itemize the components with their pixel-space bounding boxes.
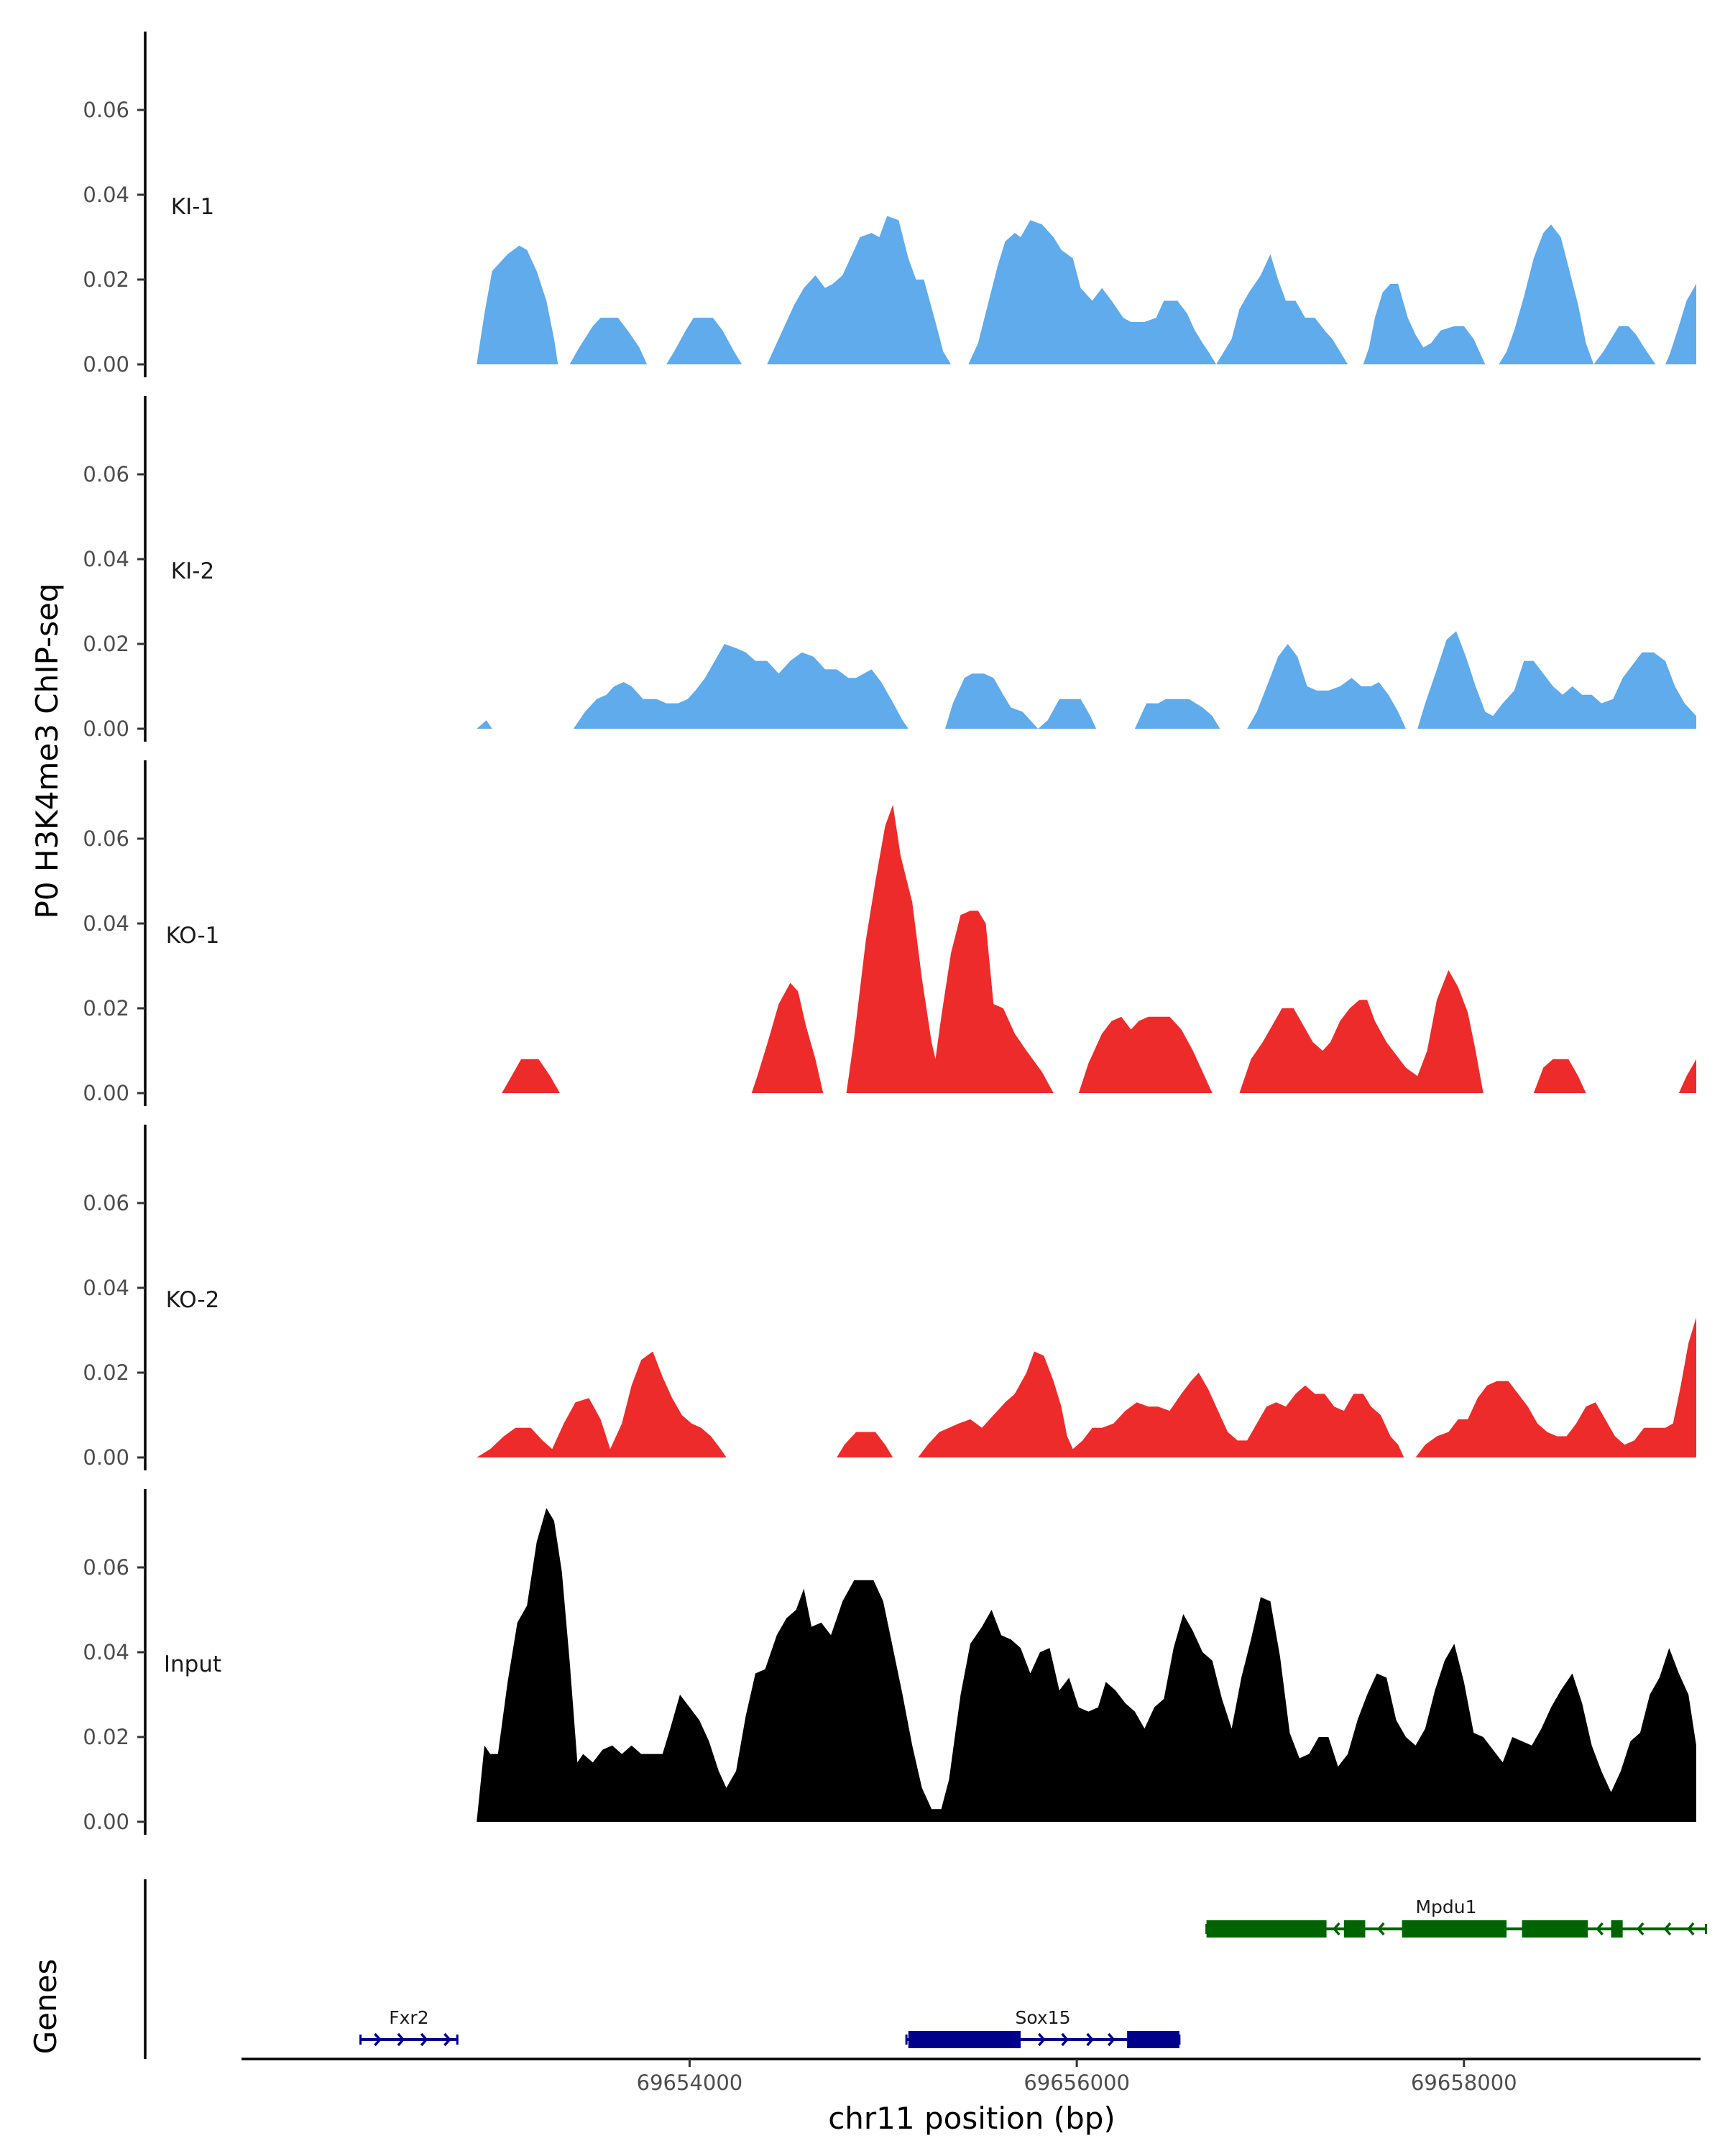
gene-sox15: Sox15 bbox=[905, 2007, 1181, 2048]
y-tick-label: 0.06 bbox=[83, 1191, 129, 1215]
track-label: KO-1 bbox=[166, 923, 220, 949]
exon-block bbox=[1522, 1920, 1588, 1938]
y-tick-label: 0.02 bbox=[83, 1360, 129, 1385]
strand-arrow bbox=[1333, 1922, 1340, 1936]
y-tick-label: 0.02 bbox=[83, 1725, 129, 1749]
signal-area-input bbox=[477, 1508, 1697, 1822]
track-label: KI-1 bbox=[171, 194, 214, 220]
strand-arrow bbox=[374, 2032, 382, 2047]
tracks-panel: 0.00 0.02 0.04 0.06 KI-1 0.00 0.02 0.04 0.06 KI-2… bbox=[83, 31, 1697, 1835]
gene-label: Sox15 bbox=[1015, 2007, 1070, 2028]
exon-block bbox=[1402, 1920, 1507, 1938]
exon-block bbox=[1343, 1920, 1366, 1938]
exon-block bbox=[1611, 1920, 1623, 1938]
y-tick-label: 0.00 bbox=[83, 1810, 129, 1834]
exon-block bbox=[1206, 1920, 1327, 1938]
x-tick-label: 69656000 bbox=[1024, 2070, 1130, 2095]
gene-label: Fxr2 bbox=[389, 2007, 428, 2028]
strand-arrow bbox=[397, 2032, 405, 2047]
strand-arrow bbox=[1636, 1922, 1644, 1936]
signal-area-ko-1 bbox=[502, 804, 1697, 1093]
strand-arrow bbox=[420, 2032, 428, 2047]
gene-mpdu1: Mpdu1 bbox=[1205, 1897, 1707, 1938]
y-tick-label: 0.06 bbox=[83, 98, 129, 122]
strand-arrow bbox=[443, 2032, 451, 2047]
y-tick-label: 0.00 bbox=[83, 1081, 129, 1105]
y-tick-label: 0.00 bbox=[83, 352, 129, 377]
strand-arrow bbox=[1061, 2032, 1069, 2047]
track-label: Input bbox=[164, 1651, 221, 1677]
y-tick-label: 0.00 bbox=[83, 717, 129, 741]
x-axis-title: chr11 position (bp) bbox=[828, 2101, 1116, 2136]
track-ko-1: 0.00 0.02 0.04 0.06 KO-1 bbox=[83, 760, 1697, 1106]
x-axis: 69654000 69656000 69658000 bbox=[242, 2058, 1701, 2095]
exon-block bbox=[908, 2031, 1021, 2048]
x-tick-label: 69654000 bbox=[637, 2070, 743, 2095]
track-input: 0.00 0.02 0.04 0.06 Input bbox=[83, 1488, 1697, 1835]
y-tick-label: 0.06 bbox=[83, 826, 129, 851]
gene-label: Mpdu1 bbox=[1415, 1897, 1476, 1917]
exon-block bbox=[1127, 2031, 1179, 2048]
signal-area-ko-2 bbox=[477, 1317, 1697, 1457]
y-tick-label: 0.04 bbox=[83, 183, 129, 207]
strand-arrow bbox=[1686, 1922, 1695, 1936]
genes-panel: Fxr2 Sox15 Mpdu1 bbox=[144, 1879, 1707, 2059]
y-tick-label: 0.06 bbox=[83, 1555, 129, 1580]
y-tick-label: 0.02 bbox=[83, 632, 129, 656]
track-label: KO-2 bbox=[166, 1287, 220, 1313]
y-tick-label: 0.04 bbox=[83, 1640, 129, 1664]
strand-arrow bbox=[1038, 2032, 1046, 2047]
gene-fxr2: Fxr2 bbox=[359, 2007, 459, 2047]
track-label: KI-2 bbox=[171, 558, 214, 584]
y-tick-label: 0.02 bbox=[83, 996, 129, 1021]
y-tick-label: 0.02 bbox=[83, 267, 129, 292]
track-ko-2: 0.00 0.02 0.04 0.06 KO-2 bbox=[83, 1124, 1697, 1470]
track-ki-2: 0.00 0.02 0.04 0.06 KI-2 bbox=[83, 395, 1697, 742]
strand-arrow bbox=[1376, 1922, 1385, 1936]
signal-area-ki-1 bbox=[477, 216, 1697, 364]
y-tick-label: 0.04 bbox=[83, 1276, 129, 1300]
strand-arrow bbox=[1663, 1922, 1672, 1936]
y-tick-label: 0.06 bbox=[83, 462, 129, 487]
signal-area-ki-2 bbox=[477, 631, 1697, 729]
strand-arrow bbox=[1107, 2032, 1116, 2047]
y-tick-label: 0.04 bbox=[83, 911, 129, 936]
x-tick-label: 69658000 bbox=[1411, 2070, 1517, 2095]
genes-axis-title: Genes bbox=[28, 1959, 63, 2055]
y-axis-title: P0 H3K4me3 ChIP-seq bbox=[29, 583, 65, 918]
y-tick-label: 0.04 bbox=[83, 547, 129, 571]
strand-arrow bbox=[1086, 2032, 1095, 2047]
strand-arrow bbox=[1596, 1922, 1604, 1936]
y-tick-label: 0.00 bbox=[83, 1445, 129, 1470]
track-ki-1: 0.00 0.02 0.04 0.06 KI-1 bbox=[83, 31, 1697, 377]
